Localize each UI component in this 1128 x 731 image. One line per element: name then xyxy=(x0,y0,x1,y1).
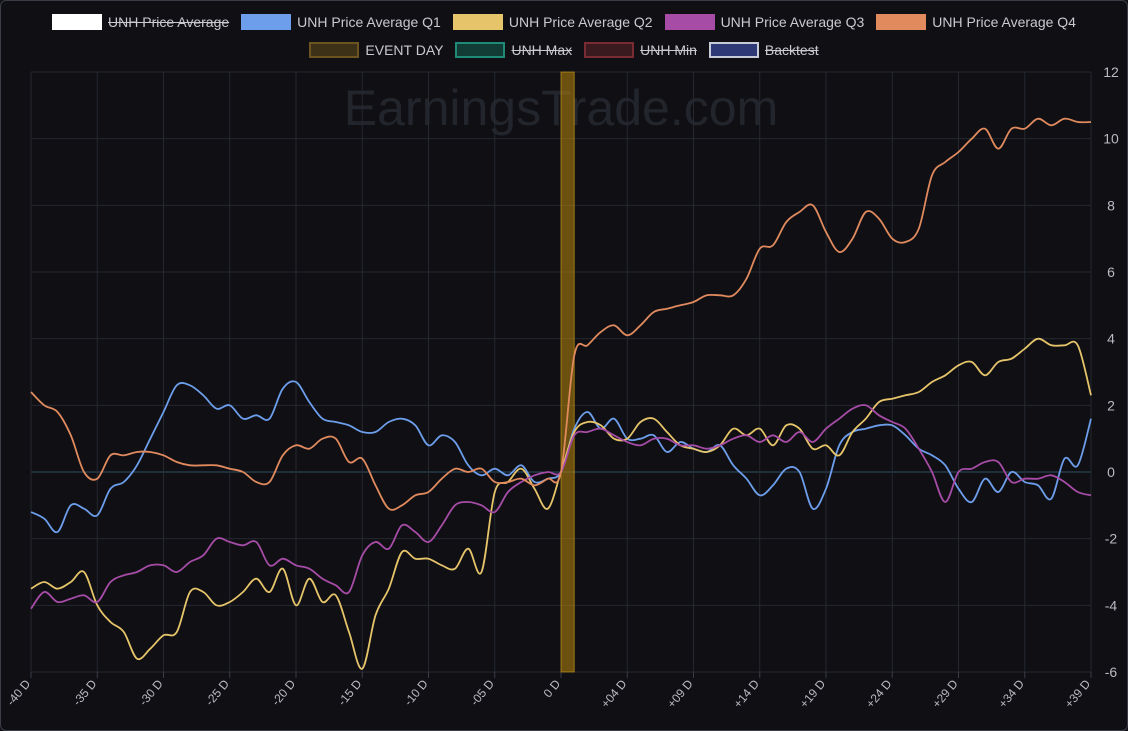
legend-item-unh-price-average[interactable]: UNH Price Average xyxy=(52,14,229,30)
legend-swatch xyxy=(455,42,506,58)
y-tick-label: 4 xyxy=(1107,331,1115,347)
legend-label: UNH Price Average xyxy=(108,14,230,30)
legend-item-event-day[interactable]: EVENT DAY xyxy=(309,42,443,58)
x-tick-label: +04 D xyxy=(598,677,630,711)
event-day-band xyxy=(560,71,575,673)
x-tick-label: -05 D xyxy=(467,677,497,709)
x-tick-label: +14 D xyxy=(731,677,763,711)
x-tick-label: +34 D xyxy=(996,677,1028,711)
legend-item-unh-price-average-q3[interactable]: UNH Price Average Q3 xyxy=(664,14,865,30)
x-tick-label: +19 D xyxy=(797,677,829,711)
legend-swatch xyxy=(241,14,292,30)
legend-swatch xyxy=(452,14,503,30)
legend-swatch xyxy=(52,14,103,30)
legend-label: UNH Min xyxy=(640,42,697,58)
legend-swatch xyxy=(664,14,715,30)
x-tick-label: 0 D xyxy=(541,677,564,701)
legend-item-unh-max[interactable]: UNH Max xyxy=(455,42,572,58)
y-tick-label: 10 xyxy=(1103,131,1119,147)
y-tick-label: 12 xyxy=(1103,64,1119,80)
legend-item-unh-min[interactable]: UNH Min xyxy=(584,42,697,58)
x-tick-label: -20 D xyxy=(269,677,299,709)
x-tick-label: -30 D xyxy=(136,677,166,709)
legend-row-2: EVENT DAY UNH Max UNH Min Backtest xyxy=(1,42,1127,58)
legend-swatch xyxy=(708,42,759,58)
legend-label: UNH Price Average Q4 xyxy=(932,14,1076,30)
legend-item-unh-price-average-q1[interactable]: UNH Price Average Q1 xyxy=(241,14,441,30)
y-tick-label: 0 xyxy=(1107,464,1115,480)
legend-swatch xyxy=(309,42,360,58)
y-tick-label: 8 xyxy=(1107,197,1115,213)
legend-row-1: UNH Price Average UNH Price Average Q1 UNH… xyxy=(1,14,1127,30)
series-line-unh-price-average-q4 xyxy=(30,117,1092,511)
legend-label: UNH Price Average Q1 xyxy=(297,14,441,30)
legend-label: Backtest xyxy=(764,42,819,58)
y-tick-label: 2 xyxy=(1107,397,1115,413)
legend-swatch xyxy=(876,14,927,30)
x-tick-label: -35 D xyxy=(70,677,100,709)
legend-item-unh-price-average-q2[interactable]: UNH Price Average Q2 xyxy=(452,14,653,30)
legend-label: UNH Price Average Q3 xyxy=(720,14,865,30)
x-tick-label: -15 D xyxy=(335,677,365,709)
x-tick-label: -40 D xyxy=(4,677,34,709)
legend-label: UNH Max xyxy=(511,42,573,58)
legend-item-backtest[interactable]: Backtest xyxy=(708,42,819,58)
x-tick-label: +09 D xyxy=(664,677,696,711)
legend-label: EVENT DAY xyxy=(365,42,444,58)
legend-swatch xyxy=(584,42,635,58)
x-tick-label: +24 D xyxy=(863,677,895,711)
y-tick-label: -4 xyxy=(1105,597,1118,613)
y-tick-label: 6 xyxy=(1107,264,1115,280)
legend-item-unh-price-average-q4[interactable]: UNH Price Average Q4 xyxy=(876,14,1076,30)
x-tick-label: -25 D xyxy=(202,677,232,709)
y-tick-label: -6 xyxy=(1105,664,1118,680)
legend-label: UNH Price Average Q2 xyxy=(508,14,653,30)
x-tick-label: -10 D xyxy=(401,677,431,709)
x-tick-label: +39 D xyxy=(1062,677,1094,711)
x-tick-label: +29 D xyxy=(929,677,961,711)
y-tick-label: -2 xyxy=(1105,531,1118,547)
